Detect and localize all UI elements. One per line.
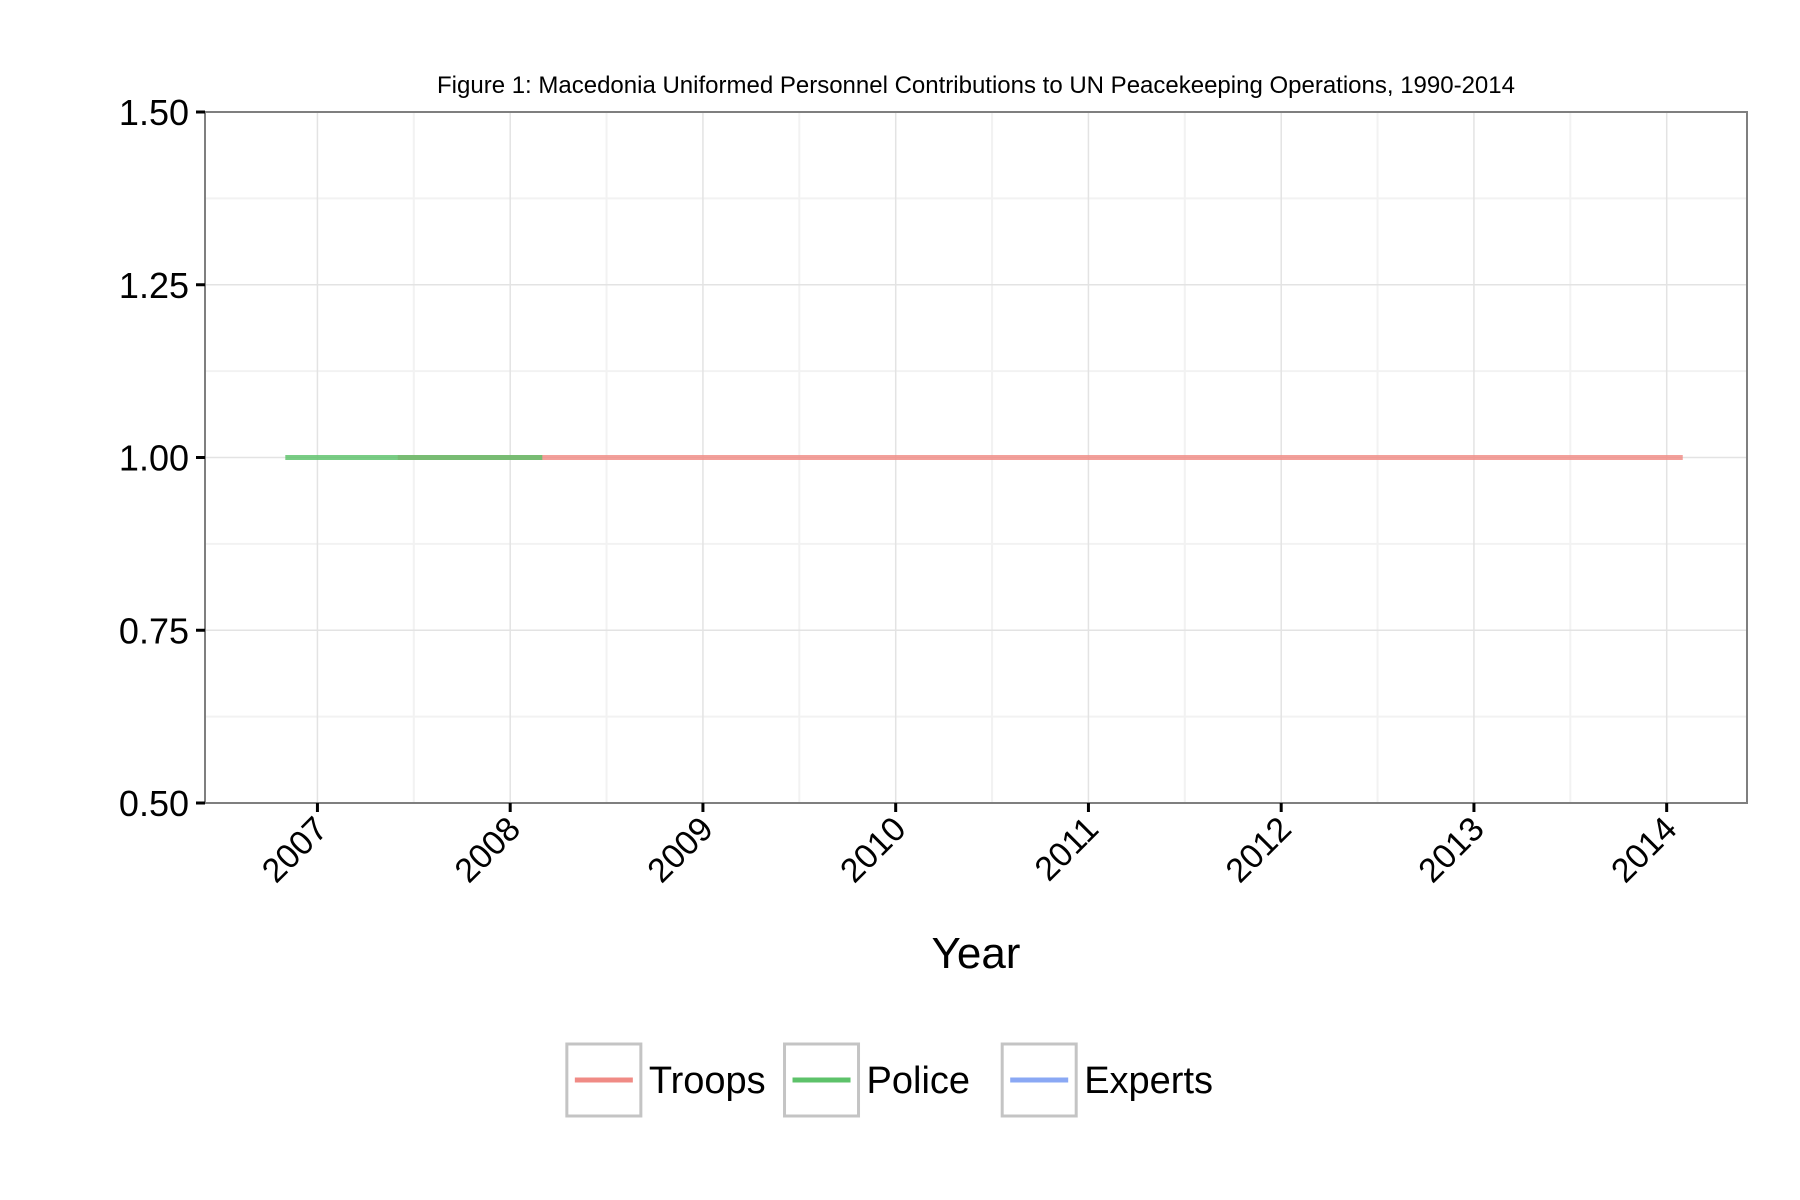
y-tick-label: 1.25	[119, 265, 189, 306]
y-tick-label: 0.75	[119, 610, 189, 651]
legend-item-experts: Experts	[1000, 1042, 1213, 1118]
plot-area	[204, 111, 1748, 804]
x-axis-label: Year	[932, 929, 1021, 978]
legend-label: Experts	[1084, 1060, 1213, 1102]
y-tick-label: 1.00	[119, 438, 189, 479]
chart-title: Figure 1: Macedonia Uniformed Personnel …	[437, 72, 1515, 99]
legend: Troops Police Experts	[565, 1042, 1213, 1118]
legend-label: Troops	[649, 1060, 766, 1102]
legend-label: Police	[867, 1060, 971, 1102]
y-axis: 0.50 0.75 1.00 1.25 1.50	[119, 92, 205, 824]
legend-item-troops: Troops	[565, 1042, 766, 1118]
y-tick-label: 0.50	[119, 783, 189, 824]
y-tick-label: 1.50	[119, 92, 189, 133]
legend-item-police: Police	[783, 1042, 971, 1118]
